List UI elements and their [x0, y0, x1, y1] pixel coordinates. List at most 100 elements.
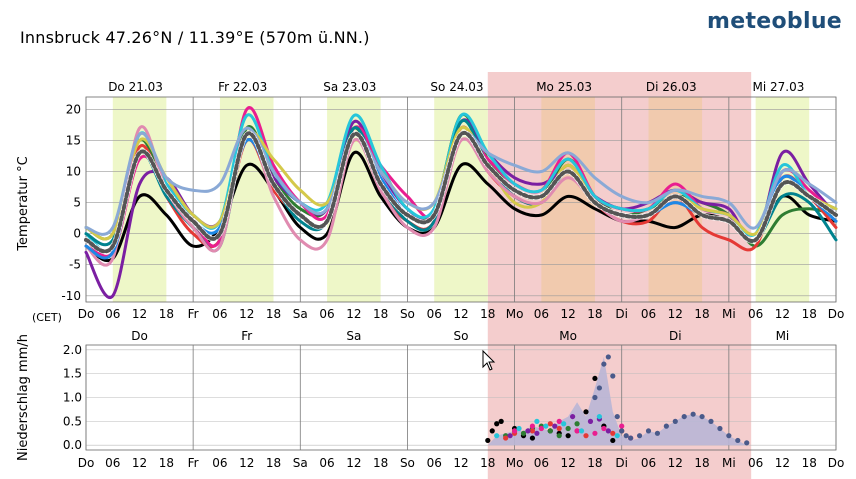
precip-point — [494, 421, 500, 427]
precip-point — [498, 418, 504, 424]
hour-tick-label: 06 — [534, 307, 549, 321]
midnight-day-label: Fr — [188, 456, 199, 470]
precip-point — [556, 433, 562, 439]
precip-point — [570, 413, 576, 420]
hour-tick-label: 12 — [132, 456, 147, 470]
temperature-series-line — [84, 125, 838, 241]
hour-tick-label: 18 — [480, 307, 495, 321]
temperature-series-layer — [83, 106, 839, 300]
day-label: Sa 23.03 — [323, 80, 376, 94]
precip-point — [574, 421, 580, 427]
hour-tick-label: 18 — [802, 456, 817, 470]
midnight-day-label: Do — [78, 307, 95, 321]
day-label: Mo 25.03 — [536, 80, 592, 94]
precip-point — [552, 423, 558, 429]
day-name-label: Mi — [776, 329, 790, 343]
precip-point — [699, 413, 705, 420]
precip-point — [587, 418, 594, 424]
precip-point — [663, 423, 669, 429]
precip-point — [565, 433, 571, 439]
hour-tick-label: 06 — [641, 307, 656, 321]
precip-tick-label: 1.5 — [63, 367, 82, 381]
midnight-day-label: So — [400, 456, 415, 470]
hour-tick-label: 12 — [453, 307, 468, 321]
location-title: Innsbruck 47.26°N / 11.39°E (570m ü.NN.) — [20, 28, 370, 47]
hour-tick-label: 18 — [587, 456, 602, 470]
hour-tick-label: 06 — [641, 456, 656, 470]
hour-tick-label: 06 — [319, 456, 334, 470]
hour-tick-label: 06 — [212, 456, 227, 470]
precip-point — [511, 428, 518, 434]
temp-tick-label: 20 — [66, 102, 81, 116]
precip-point — [574, 428, 580, 434]
precip-point — [485, 437, 491, 444]
hour-tick-label: 06 — [105, 307, 120, 321]
precip-point — [681, 413, 687, 420]
temp-tick-label: 5 — [73, 196, 81, 210]
precip-point — [645, 428, 652, 434]
midnight-day-label: Sa — [293, 307, 308, 321]
precipitation-layer — [485, 354, 750, 446]
precip-tick-label: 0.0 — [63, 438, 82, 452]
precip-point — [610, 373, 616, 379]
temperature-axis-label: Temperatur °C — [16, 156, 31, 251]
temp-tick-label: 10 — [66, 165, 81, 179]
precip-point — [690, 411, 696, 417]
hour-tick-label: 12 — [668, 307, 683, 321]
midnight-day-label: Mo — [506, 307, 524, 321]
day-label: Mi 27.03 — [752, 80, 804, 94]
day-label: Do 21.03 — [108, 80, 163, 94]
precip-point — [717, 425, 723, 432]
hour-tick-label: 12 — [775, 307, 790, 321]
precip-point — [592, 375, 598, 382]
hour-tick-label: 12 — [132, 307, 147, 321]
hour-tick-label: 12 — [561, 456, 576, 470]
precip-point — [672, 418, 678, 424]
hour-tick-label: 18 — [694, 456, 709, 470]
precip-point — [507, 433, 513, 439]
precip-point — [605, 354, 611, 360]
daylight-band — [755, 97, 810, 302]
precip-point — [592, 430, 598, 436]
precip-point — [547, 421, 553, 427]
midnight-day-label: Sa — [293, 456, 308, 470]
precip-point — [610, 430, 616, 436]
hour-tick-label: 18 — [373, 307, 388, 321]
precip-point — [614, 433, 620, 439]
precip-point — [561, 421, 567, 427]
precip-axis-label: Niederschlag mm/h — [16, 334, 31, 461]
temp-tick-label: 0 — [73, 227, 81, 241]
hour-tick-label: 12 — [561, 307, 576, 321]
day-label: Di 26.03 — [646, 80, 697, 94]
precip-point — [592, 394, 598, 401]
temp-tick-label: -5 — [69, 258, 81, 272]
day-name-label: Fr — [241, 329, 252, 343]
hour-tick-label: 06 — [534, 456, 549, 470]
precip-point — [520, 430, 527, 436]
precip-point — [654, 430, 661, 436]
precip-point — [547, 428, 553, 434]
precip-tick-label: 2.0 — [63, 343, 82, 357]
day-name-label: Do — [131, 329, 148, 343]
midnight-day-label: Do — [78, 456, 95, 470]
midnight-day-label: Do — [828, 307, 845, 321]
forecast-highlight — [487, 72, 752, 479]
temp-tick-label: -10 — [61, 289, 81, 303]
precip-point — [610, 437, 616, 444]
day-name-label: Sa — [346, 329, 361, 343]
midnight-day-label: Di — [615, 307, 628, 321]
precip-point — [583, 433, 589, 439]
precip-point — [538, 425, 544, 432]
precip-point — [556, 425, 562, 432]
precip-point — [596, 413, 602, 420]
precip-point — [525, 428, 531, 434]
precip-point — [489, 428, 495, 434]
midnight-day-label: Mi — [722, 456, 736, 470]
hour-tick-label: 06 — [427, 307, 442, 321]
midnight-day-label: Do — [828, 456, 845, 470]
midnight-day-label: So — [400, 307, 415, 321]
hour-tick-label: 18 — [373, 456, 388, 470]
day-name-label: Di — [669, 329, 682, 343]
precip-point — [619, 423, 625, 429]
